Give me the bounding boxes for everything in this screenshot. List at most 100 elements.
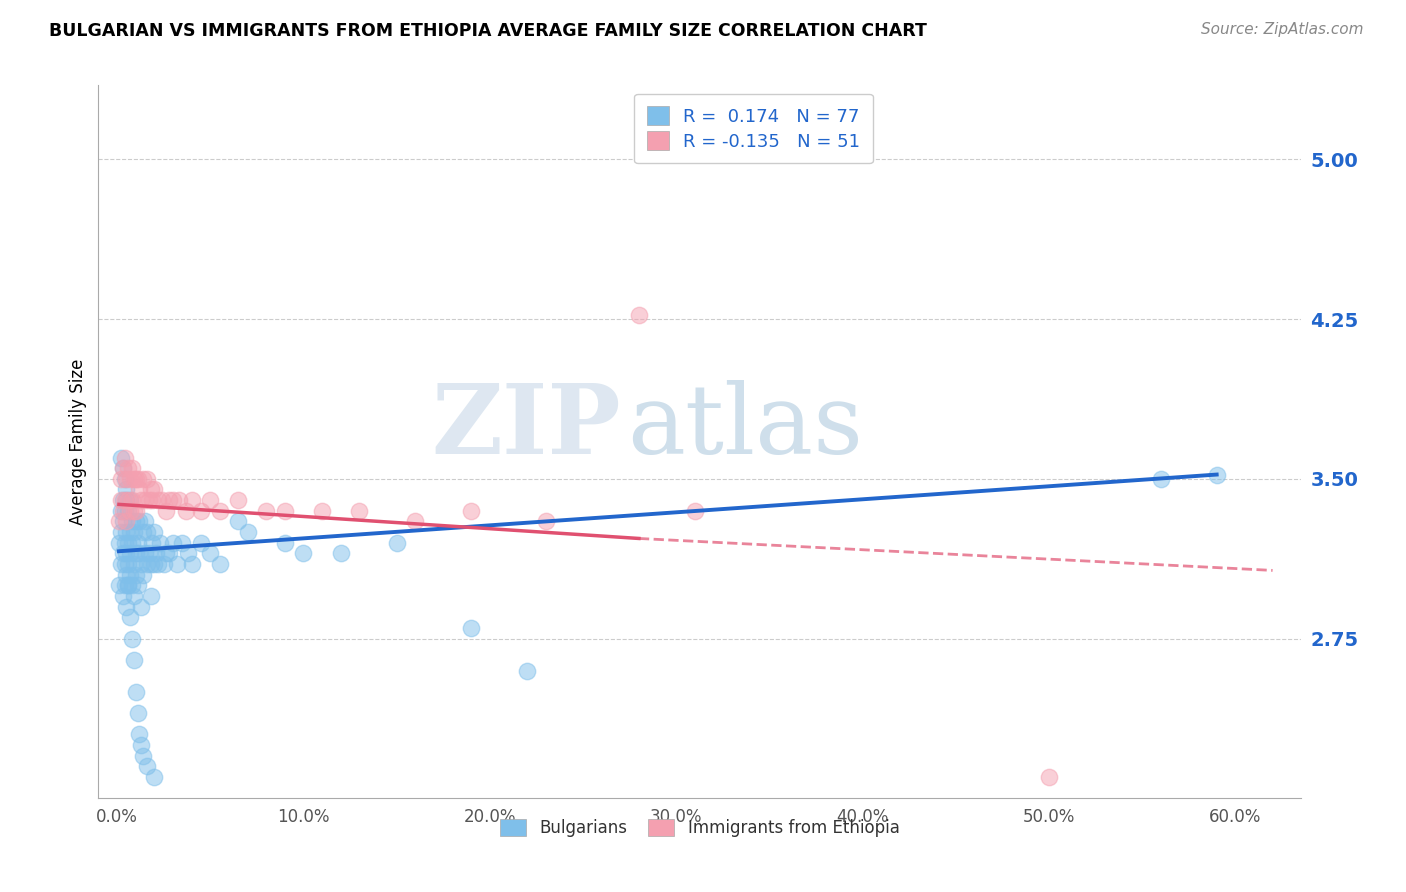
Point bbox=[236, 524, 259, 539]
Point bbox=[226, 515, 249, 529]
Point bbox=[135, 524, 157, 539]
Point bbox=[108, 578, 131, 592]
Point bbox=[139, 589, 162, 603]
Point bbox=[190, 504, 212, 518]
Point bbox=[111, 493, 134, 508]
Point bbox=[125, 504, 148, 518]
Point bbox=[110, 450, 132, 465]
Point bbox=[115, 567, 138, 582]
Point bbox=[111, 461, 134, 475]
Point bbox=[121, 515, 143, 529]
Point bbox=[115, 546, 138, 560]
Point bbox=[121, 461, 143, 475]
Point bbox=[404, 515, 426, 529]
Point bbox=[254, 504, 277, 518]
Point bbox=[329, 546, 352, 560]
Point bbox=[115, 515, 138, 529]
Point bbox=[114, 493, 136, 508]
Point bbox=[157, 493, 180, 508]
Point bbox=[120, 493, 142, 508]
Point bbox=[115, 493, 138, 508]
Point bbox=[162, 535, 184, 549]
Point bbox=[132, 748, 155, 763]
Point bbox=[134, 515, 156, 529]
Point bbox=[155, 546, 177, 560]
Point bbox=[135, 472, 157, 486]
Point bbox=[121, 578, 143, 592]
Point bbox=[1038, 770, 1060, 784]
Point bbox=[460, 621, 482, 635]
Point bbox=[150, 493, 173, 508]
Point bbox=[111, 461, 134, 475]
Point bbox=[139, 483, 162, 497]
Point bbox=[114, 472, 136, 486]
Point bbox=[145, 546, 167, 560]
Point bbox=[121, 632, 143, 646]
Point bbox=[141, 535, 163, 549]
Point bbox=[180, 557, 202, 571]
Point bbox=[120, 524, 142, 539]
Point bbox=[139, 557, 162, 571]
Point bbox=[292, 546, 315, 560]
Point bbox=[122, 524, 145, 539]
Y-axis label: Average Family Size: Average Family Size bbox=[69, 359, 87, 524]
Point bbox=[460, 504, 482, 518]
Point bbox=[516, 664, 538, 678]
Point bbox=[200, 546, 222, 560]
Text: atlas: atlas bbox=[627, 380, 863, 475]
Point bbox=[125, 546, 148, 560]
Point bbox=[143, 483, 166, 497]
Point bbox=[132, 472, 155, 486]
Point bbox=[111, 589, 134, 603]
Point bbox=[146, 557, 169, 571]
Point bbox=[134, 493, 156, 508]
Point bbox=[152, 557, 174, 571]
Text: BULGARIAN VS IMMIGRANTS FROM ETHIOPIA AVERAGE FAMILY SIZE CORRELATION CHART: BULGARIAN VS IMMIGRANTS FROM ETHIOPIA AV… bbox=[49, 22, 927, 40]
Point bbox=[122, 589, 145, 603]
Text: ZIP: ZIP bbox=[432, 380, 621, 475]
Point bbox=[129, 493, 152, 508]
Point bbox=[534, 515, 557, 529]
Point bbox=[125, 472, 148, 486]
Point bbox=[108, 535, 131, 549]
Point bbox=[114, 578, 136, 592]
Point bbox=[627, 308, 650, 322]
Point bbox=[125, 515, 148, 529]
Point bbox=[111, 546, 134, 560]
Point bbox=[122, 472, 145, 486]
Point bbox=[172, 535, 194, 549]
Point bbox=[129, 599, 152, 614]
Point bbox=[110, 524, 132, 539]
Point bbox=[138, 546, 160, 560]
Point bbox=[108, 515, 131, 529]
Point bbox=[129, 738, 152, 752]
Point bbox=[110, 557, 132, 571]
Point bbox=[127, 706, 149, 720]
Point bbox=[117, 493, 139, 508]
Point bbox=[114, 450, 136, 465]
Point bbox=[121, 493, 143, 508]
Point bbox=[385, 535, 408, 549]
Point bbox=[111, 515, 134, 529]
Point bbox=[208, 557, 231, 571]
Point bbox=[208, 504, 231, 518]
Point bbox=[115, 472, 138, 486]
Point bbox=[683, 504, 706, 518]
Point bbox=[115, 483, 138, 497]
Point bbox=[125, 685, 148, 699]
Point bbox=[166, 557, 188, 571]
Point bbox=[120, 504, 142, 518]
Point bbox=[122, 504, 145, 518]
Point bbox=[117, 461, 139, 475]
Point bbox=[1205, 467, 1227, 482]
Point bbox=[143, 770, 166, 784]
Point bbox=[127, 578, 149, 592]
Point bbox=[143, 557, 166, 571]
Point bbox=[110, 493, 132, 508]
Point bbox=[120, 567, 142, 582]
Point bbox=[146, 493, 169, 508]
Point bbox=[122, 653, 145, 667]
Point bbox=[114, 504, 136, 518]
Point bbox=[135, 557, 157, 571]
Point bbox=[143, 524, 166, 539]
